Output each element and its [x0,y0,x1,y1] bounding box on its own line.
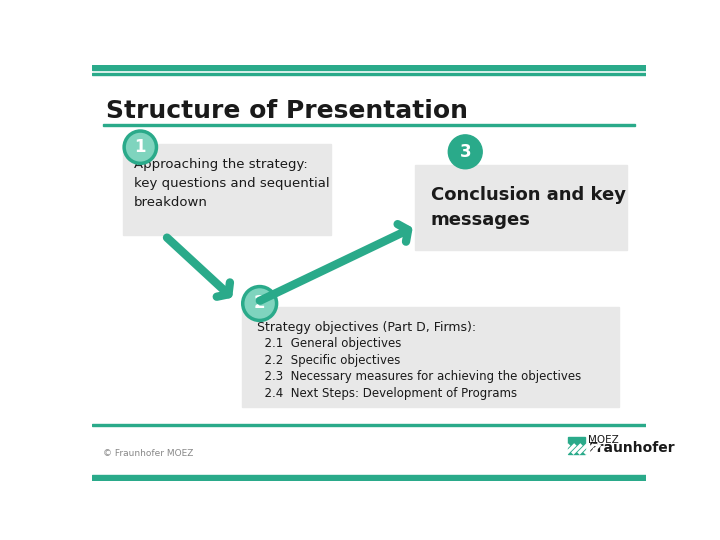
Text: 2.3  Necessary measures for achieving the objectives: 2.3 Necessary measures for achieving the… [257,370,582,383]
Text: 1: 1 [135,138,146,156]
Bar [122,144,330,235]
Text: Approaching the strategy:
key questions and sequential
breakdown: Approaching the strategy: key questions … [134,158,330,209]
Text: 3: 3 [459,143,471,161]
Text: Fraunhofer: Fraunhofer [588,441,675,455]
Text: 2.4  Next Steps: Development of Programs: 2.4 Next Steps: Development of Programs [257,387,518,401]
Bar [104,124,634,126]
Bar [92,72,647,75]
Text: © Fraunhofer MOEZ: © Fraunhofer MOEZ [104,449,194,458]
Text: 2: 2 [254,294,266,313]
Bar [415,165,627,249]
Bar [92,65,647,70]
Bar [567,437,585,454]
Bar [92,475,647,481]
Circle shape [449,135,482,168]
Text: 2.2  Specific objectives: 2.2 Specific objectives [257,354,401,367]
Text: MOEZ: MOEZ [588,435,619,445]
Text: 2.1  General objectives: 2.1 General objectives [257,336,402,349]
Text: Structure of Presentation: Structure of Presentation [106,99,468,123]
Bar [242,307,619,408]
Text: Conclusion and key
messages: Conclusion and key messages [431,186,626,229]
Text: Strategy objectives (Part D, Firms):: Strategy objectives (Part D, Firms): [257,321,477,334]
Circle shape [243,287,276,320]
Circle shape [124,131,156,164]
Bar [92,423,647,426]
